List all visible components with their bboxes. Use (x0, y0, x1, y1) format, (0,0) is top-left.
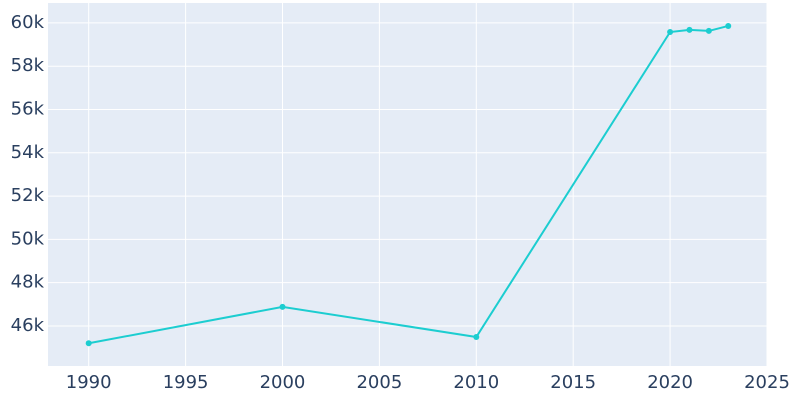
marker (725, 22, 732, 29)
y-tick-label: 54k (11, 142, 45, 163)
x-tick-label: 2020 (647, 372, 693, 393)
marker (705, 27, 712, 34)
x-tick-label: 2025 (744, 372, 790, 393)
x-tick-label: 2000 (260, 372, 306, 393)
x-tick-label: 2015 (550, 372, 596, 393)
plot-area (48, 3, 767, 366)
marker (279, 303, 286, 310)
y-tick-label: 48k (11, 272, 45, 293)
y-tick-label: 50k (11, 228, 45, 249)
x-tick-label: 2010 (453, 372, 499, 393)
marker (85, 340, 92, 347)
x-tick-label: 1990 (66, 372, 112, 393)
marker (686, 26, 693, 33)
y-tick-label: 58k (11, 55, 45, 76)
y-tick-label: 56k (11, 98, 45, 119)
y-tick-label: 52k (11, 185, 45, 206)
x-tick-label: 2005 (356, 372, 402, 393)
x-tick-label: 1995 (163, 372, 209, 393)
marker (667, 29, 674, 36)
y-tick-label: 60k (11, 12, 45, 33)
marker (473, 333, 480, 340)
y-tick-label: 46k (11, 315, 45, 336)
